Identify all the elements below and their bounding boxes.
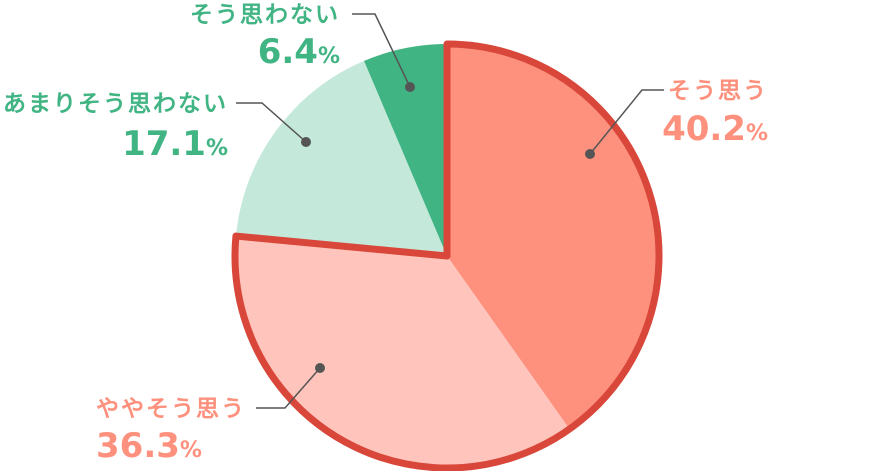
slice-3-leader-line: [236, 102, 307, 143]
slice-2-leader-dot: [315, 363, 325, 373]
slice-1-leader-dot: [585, 149, 595, 159]
slice-2-label: ややそう思う: [96, 396, 246, 422]
slice-3-wedge: [235, 60, 447, 257]
highlight-outline: [231, 40, 663, 471]
slice-4-leader-line: [352, 13, 411, 88]
slice-2-wedge: [234, 236, 570, 469]
slice-1-label: そう思う: [668, 78, 768, 104]
slice-1-wedge: [447, 44, 660, 430]
pie-slices: [234, 44, 660, 469]
slice-4-leader-dot: [405, 82, 415, 92]
slice-1-leader-line: [589, 89, 664, 155]
slice-3-value-label: 17.1%: [122, 124, 228, 164]
slice-4-label: そう思わない: [190, 2, 340, 28]
slice-1-value-label: 40.2%: [662, 109, 768, 149]
slice-4-value-label: 6.4%: [258, 32, 340, 72]
slice-3-leader-dot: [301, 137, 311, 147]
slice-2-leader-line: [256, 367, 321, 409]
leader-lines: [236, 13, 664, 409]
slice-2-value-label: 36.3%: [96, 426, 202, 466]
slice-4-wedge: [364, 44, 447, 256]
slice-labels: そう思う 40.2% ややそう思う 36.3% あまりそう思わない 17.1% そう思わない…: [3, 2, 768, 466]
highlight-outline-path: [231, 40, 663, 471]
slice-3-label: あまりそう思わない: [3, 91, 228, 117]
